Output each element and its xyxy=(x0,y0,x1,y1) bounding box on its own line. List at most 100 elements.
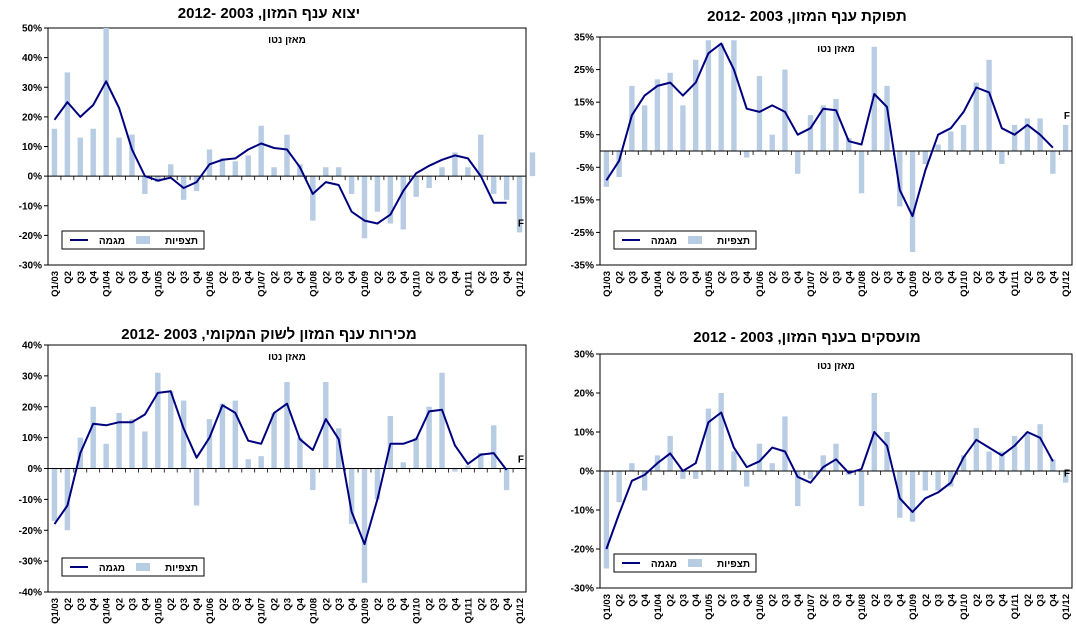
bar xyxy=(884,432,890,471)
x-tick-label: Q3 xyxy=(127,271,138,284)
bar xyxy=(641,105,648,151)
bar xyxy=(1050,151,1056,174)
x-tick-label: Q3 xyxy=(780,594,791,607)
bar xyxy=(858,151,865,194)
y-tick-label: 10% xyxy=(22,433,42,444)
x-tick-label: Q2 xyxy=(166,598,177,611)
y-tick-label: 0% xyxy=(28,464,43,475)
x-tick-label: Q1/10 xyxy=(412,598,423,624)
x-tick-label: Q1/10 xyxy=(959,594,970,620)
x-tick-label: Q4 xyxy=(295,270,306,283)
x-tick-label: Q2 xyxy=(218,598,229,611)
bar xyxy=(193,176,200,191)
x-tick-label: Q3 xyxy=(985,594,996,607)
bar xyxy=(180,400,187,469)
x-tick-label: Q3 xyxy=(729,271,740,284)
x-tick-label: Q3 xyxy=(438,271,449,284)
x-tick-label: Q4 xyxy=(742,270,753,283)
bar xyxy=(103,28,109,177)
bar xyxy=(871,46,877,152)
bar xyxy=(51,128,58,177)
y-tick-label: 20% xyxy=(22,402,42,413)
x-tick-label: Q2 xyxy=(819,594,830,607)
x-tick-label: Q4 xyxy=(997,270,1008,283)
bar xyxy=(782,69,788,151)
x-tick-label: Q1/11 xyxy=(1010,270,1021,296)
x-tick-label: Q2 xyxy=(1023,594,1034,607)
y-tick-label: 40% xyxy=(22,53,42,64)
bar xyxy=(1024,118,1031,151)
bar xyxy=(769,134,775,151)
x-tick-label: Q4 xyxy=(691,270,702,283)
bar xyxy=(948,471,954,487)
legend-box xyxy=(613,230,757,250)
y-tick-label: 30% xyxy=(22,83,42,94)
bar xyxy=(103,443,109,469)
bar xyxy=(744,151,750,158)
bar xyxy=(986,59,992,151)
x-tick-label: Q4 xyxy=(946,270,957,283)
bar xyxy=(219,403,226,469)
y-tick-label: 30% xyxy=(22,371,42,382)
bar xyxy=(503,176,510,200)
bar xyxy=(1062,471,1069,483)
y-tick-label: 20% xyxy=(574,389,594,400)
x-tick-label: Q1/09 xyxy=(908,594,919,620)
bar xyxy=(129,134,135,177)
x-tick-label: Q2 xyxy=(425,598,436,611)
bar xyxy=(374,468,381,500)
bar xyxy=(426,406,432,469)
bar xyxy=(833,443,839,471)
x-tick-label: Q4 xyxy=(399,597,410,610)
bar xyxy=(986,451,992,471)
x-tick-label: Q1/09 xyxy=(360,271,371,297)
forecast-marker: F xyxy=(1064,111,1070,122)
x-tick-label: Q4 xyxy=(1048,270,1059,283)
forecast-marker: F xyxy=(518,218,524,229)
x-tick-label: Q1/03 xyxy=(602,594,613,620)
bar xyxy=(413,437,419,469)
y-tick-label: -30% xyxy=(19,557,42,568)
y-tick-label: 10% xyxy=(574,428,594,439)
x-tick-label: Q1/11 xyxy=(463,270,474,296)
x-tick-label: Q1/06 xyxy=(205,598,216,624)
x-tick-label: Q3 xyxy=(127,598,138,611)
bar xyxy=(807,115,814,151)
bar xyxy=(168,391,174,469)
bar xyxy=(654,79,661,151)
x-tick-label: Q2 xyxy=(476,271,487,284)
x-tick-label: Q1/04 xyxy=(102,597,113,624)
bar xyxy=(935,144,941,151)
bar xyxy=(641,471,648,491)
y-tick-label: -25% xyxy=(571,228,594,239)
bar xyxy=(756,76,763,151)
x-tick-label: Q1/06 xyxy=(755,271,766,297)
chart-title: מכירות ענף המזון לשוק המקומי, 2003 -2012 xyxy=(121,326,417,343)
chart-title: מועסקים בענף המזון, 2003 - 2012 xyxy=(693,329,921,346)
x-tick-label: Q2 xyxy=(321,598,332,611)
bar xyxy=(999,451,1005,471)
x-tick-label: Q2 xyxy=(717,271,728,284)
bar xyxy=(232,161,239,177)
bar xyxy=(718,43,724,152)
x-tick-label: Q4 xyxy=(895,270,906,283)
x-tick-label: Q3 xyxy=(832,271,843,284)
panel-exports: יצוא ענף המזון, 2003 -2012 מאזן נטו -30% -… xyxy=(0,0,538,320)
bar xyxy=(413,176,419,197)
bar xyxy=(616,151,622,178)
bar xyxy=(718,393,724,471)
x-tick-label: Q1/04 xyxy=(653,593,664,620)
bar xyxy=(1062,124,1069,151)
bar xyxy=(323,382,329,469)
bar xyxy=(680,105,686,151)
x-tick-label: Q4 xyxy=(450,270,461,283)
panel-local-sales: מכירות ענף המזון לשוק המקומי, 2003 -2012… xyxy=(0,320,538,640)
bar xyxy=(807,471,814,479)
y-tick-label: -30% xyxy=(19,261,42,272)
bar xyxy=(258,125,264,177)
bar xyxy=(129,419,135,469)
bar xyxy=(155,176,161,183)
bar xyxy=(465,465,471,469)
x-tick-label: Q2 xyxy=(321,271,332,284)
legend: מגמה תצפיות xyxy=(61,230,205,250)
